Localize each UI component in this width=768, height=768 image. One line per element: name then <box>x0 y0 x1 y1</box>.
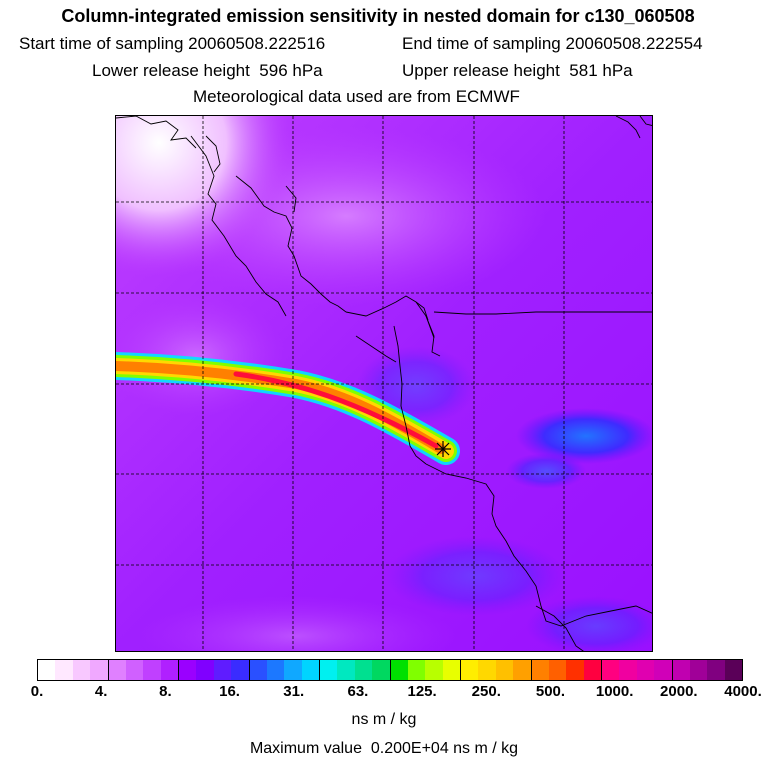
maximum-value: Maximum value 0.200E+04 ns m / kg <box>0 740 768 758</box>
colorbar-cell <box>55 660 73 680</box>
start-time: Start time of sampling 20060508.222516 <box>19 34 325 54</box>
colorbar-tick-label: 0. <box>30 683 44 700</box>
colorbar-cell <box>654 660 673 680</box>
colorbar-cell <box>179 660 197 680</box>
colorbar-tick-label: 8. <box>159 683 172 700</box>
lower-release-value: 596 hPa <box>259 61 323 80</box>
colorbar-cell <box>301 660 320 680</box>
end-time-label: End time of sampling <box>402 34 561 53</box>
upper-release-value: 581 hPa <box>569 61 633 80</box>
colorbar-cell <box>407 660 426 680</box>
colorbar-cell <box>602 660 620 680</box>
start-time-value: 20060508.222516 <box>188 34 326 53</box>
start-time-label: Start time of sampling <box>19 34 184 53</box>
colorbar-tick-label: 1000. <box>595 683 634 700</box>
colorbar-cell <box>672 660 690 680</box>
colorbar-tick-label: 500. <box>535 683 566 700</box>
colorbar-cell <box>372 660 391 680</box>
colorbar-unit: ns m / kg <box>351 711 417 728</box>
colorbar-cell <box>125 660 144 680</box>
lat-lon-grid <box>116 116 652 651</box>
blue-region-east <box>516 408 652 464</box>
lower-release-height: Lower release height 596 hPa <box>92 61 323 81</box>
colorbar <box>37 659 743 681</box>
colorbar-cell <box>38 660 56 680</box>
colorbar-cell <box>72 660 91 680</box>
colorbar-cell <box>425 660 443 680</box>
end-time: End time of sampling 20060508.222554 <box>402 34 703 54</box>
colorbar-cell <box>213 660 232 680</box>
colorbar-cell <box>461 660 479 680</box>
colorbar-cell <box>566 660 584 680</box>
colorbar-cell <box>354 660 373 680</box>
colorbar-cell <box>636 660 655 680</box>
colorbar-cell <box>478 660 496 680</box>
colorbar-cell <box>231 660 250 680</box>
colorbar-cell <box>337 660 355 680</box>
colorbar-cell <box>513 660 532 680</box>
colorbar-cell <box>707 660 725 680</box>
colorbar-tick-label: 16. <box>219 683 240 700</box>
colorbar-tick-label: 2000. <box>660 683 698 700</box>
colorbar-cell <box>266 660 285 680</box>
lower-release-label: Lower release height <box>92 61 250 80</box>
colorbar-cell <box>548 660 567 680</box>
colorbar-cell <box>583 660 602 680</box>
colorbar-cell <box>724 660 742 680</box>
colorbar-cell <box>689 660 708 680</box>
colorbar-tick-label: 125. <box>407 683 437 700</box>
colorbar-cell <box>390 660 408 680</box>
coastlines <box>116 116 652 651</box>
colorbar-tick-label: 4000. <box>724 683 762 700</box>
met-data-line: Meteorological data used are from ECMWF <box>193 87 520 106</box>
colorbar-tick-label: 31. <box>283 683 305 700</box>
figure-title: Column-integrated emission sensitivity i… <box>61 6 695 26</box>
release-point-marker <box>435 441 451 457</box>
upper-release-height: Upper release height 581 hPa <box>402 61 633 81</box>
colorbar-cell <box>249 660 267 680</box>
colorbar-cell <box>160 660 179 680</box>
emission-plume <box>116 352 460 465</box>
colorbar-cell <box>90 660 109 680</box>
colorbar-cell <box>108 660 126 680</box>
colorbar-cell <box>442 660 461 680</box>
colorbar-tick-label: 63. <box>347 683 369 700</box>
sensitivity-map <box>115 115 653 652</box>
colorbar-tick-label: 250. <box>471 683 501 700</box>
colorbar-cell <box>320 660 338 680</box>
colorbar-cell <box>143 660 161 680</box>
upper-release-label: Upper release height <box>402 61 560 80</box>
end-time-value: 20060508.222554 <box>565 34 703 53</box>
maximum-value-label: Maximum value <box>249 740 362 757</box>
map-canvas <box>116 116 652 651</box>
colorbar-cell <box>196 660 214 680</box>
colorbar-tick-label: 4. <box>94 683 108 700</box>
colorbar-cell <box>284 660 302 680</box>
colorbar-cell <box>619 660 637 680</box>
maximum-value-number: 0.200E+04 ns m / kg <box>370 740 519 757</box>
colorbar-cell <box>495 660 514 680</box>
colorbar-cell <box>531 660 549 680</box>
